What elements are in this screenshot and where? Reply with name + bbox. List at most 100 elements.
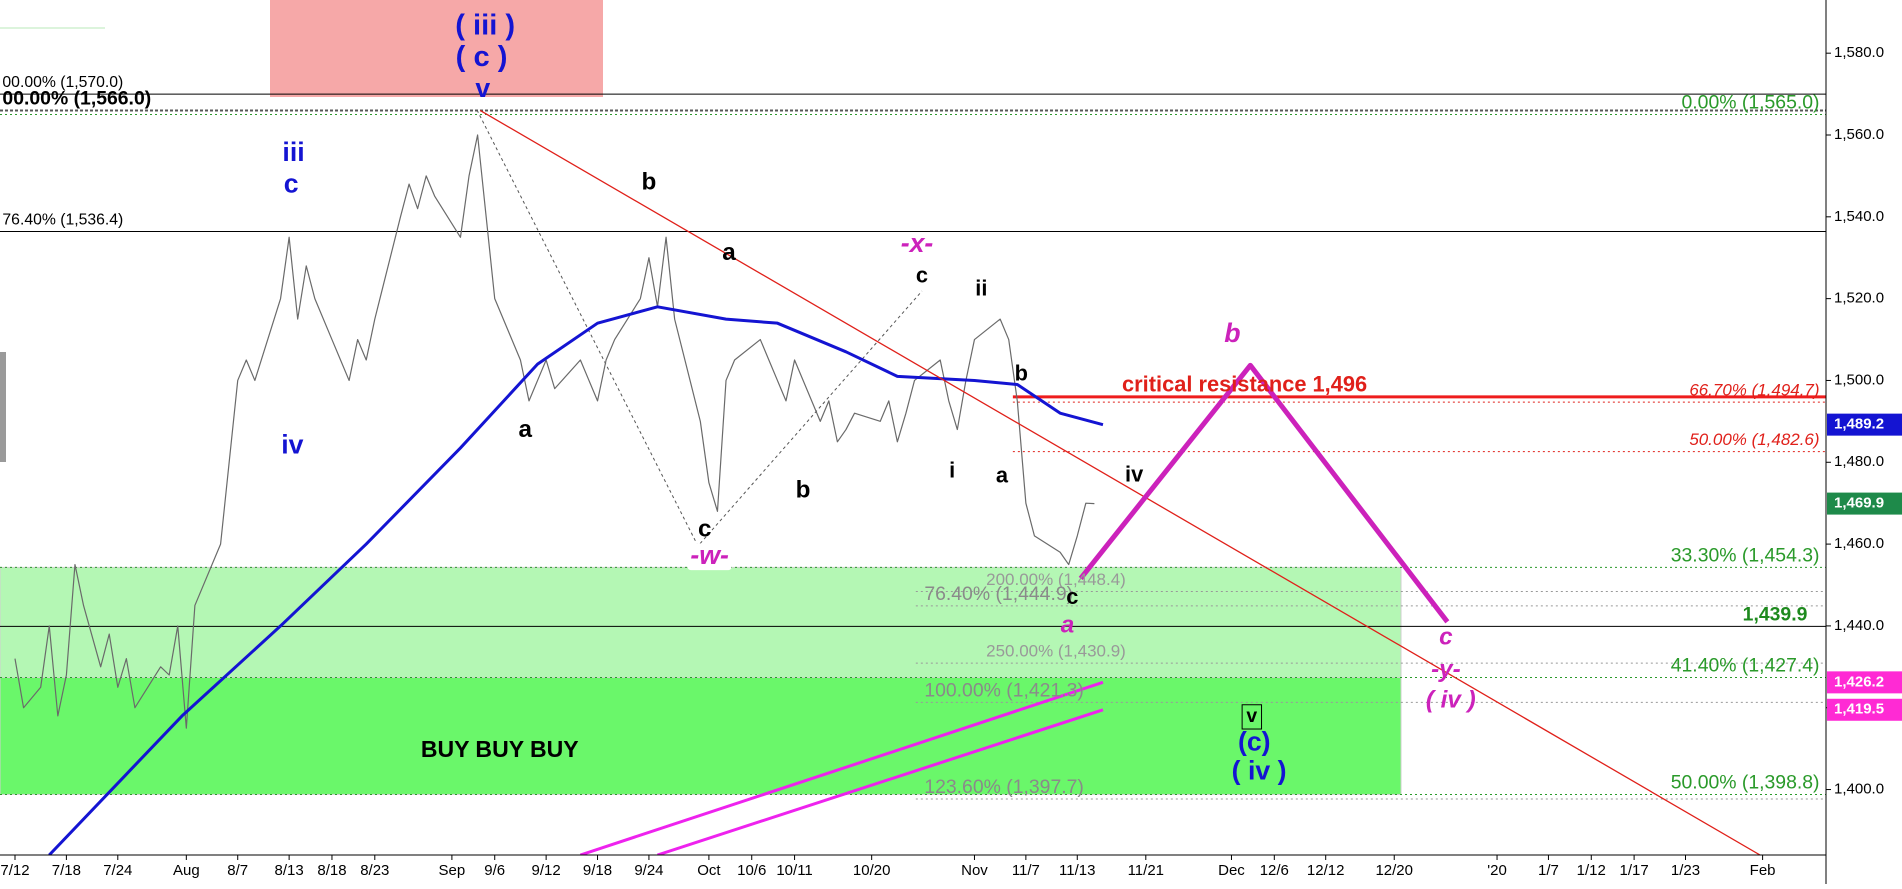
wave-label: v xyxy=(1246,705,1257,727)
x-tick-label: 11/7 xyxy=(1012,862,1040,879)
wave-label: ( iv ) xyxy=(1232,756,1287,786)
wave-label: ii xyxy=(975,276,987,301)
wave-label: b xyxy=(1224,318,1240,348)
level-label: 33.30% (1,454.3) xyxy=(1671,545,1820,567)
x-tick-label: 12/12 xyxy=(1307,862,1345,879)
wave-label: b xyxy=(642,169,657,196)
wave-label: -x- xyxy=(901,228,934,258)
price-tag xyxy=(1827,492,1902,515)
wave-label: c xyxy=(698,515,712,542)
buy-zone-dark xyxy=(0,676,1402,795)
x-tick-label: 12/6 xyxy=(1260,862,1289,879)
x-tick-label: 1/7 xyxy=(1538,862,1559,879)
level-label: 0.00% (1,565.0) xyxy=(1682,92,1820,114)
buy-zone-light xyxy=(0,566,1402,678)
x-tick-label: 9/18 xyxy=(583,862,612,879)
price-tag-label: 1,419.5 xyxy=(1834,701,1884,718)
x-tick-label: 1/12 xyxy=(1577,862,1606,879)
x-tick-label: Oct xyxy=(697,862,721,879)
wave-label: iii xyxy=(282,137,304,167)
x-tick-label: 8/18 xyxy=(317,862,346,879)
x-tick-label: 11/21 xyxy=(1128,862,1164,879)
series-line xyxy=(579,680,1104,855)
y-tick-label: 1,500.0 xyxy=(1834,371,1884,388)
wave-label: a xyxy=(518,416,532,443)
wave-label: c xyxy=(1439,623,1453,650)
x-tick-label: 12/20 xyxy=(1375,862,1413,879)
x-tick-label: 8/7 xyxy=(227,862,248,879)
x-tick-label: 1/17 xyxy=(1620,862,1649,879)
x-tick-label: 10/20 xyxy=(853,862,891,879)
x-tick-label: 8/23 xyxy=(360,862,389,879)
label-box xyxy=(1241,704,1263,730)
y-tick-label: 1,520.0 xyxy=(1834,290,1884,307)
x-tick-label: Sep xyxy=(439,862,466,879)
level-label: 66.70% (1,494.7) xyxy=(1689,381,1819,400)
axes: 1,400.01,420.01,440.01,460.01,480.01,500… xyxy=(0,44,1902,879)
level-label: 50.00% (1,482.6) xyxy=(1689,430,1819,449)
price-tag xyxy=(1827,413,1902,436)
level-label: 1,439.9 xyxy=(1743,603,1808,625)
level-label: 100.00% (1,421.3) xyxy=(924,680,1084,702)
wave-label: iv xyxy=(1125,461,1144,486)
highlight-box xyxy=(270,0,603,97)
level-label: critical resistance 1,496 xyxy=(1122,372,1367,397)
x-tick-label: 9/24 xyxy=(634,862,663,879)
wave-label: -y- xyxy=(1431,656,1461,683)
y-tick-label: 1,440.0 xyxy=(1834,617,1884,634)
wave-label: c xyxy=(284,169,299,199)
x-tick-label: 11/13 xyxy=(1059,862,1095,879)
price-tag-label: 1,489.2 xyxy=(1834,416,1884,433)
wave-label: i xyxy=(949,458,955,483)
y-tick-label: 1,460.0 xyxy=(1834,535,1884,552)
y-tick-label: 1,540.0 xyxy=(1834,208,1884,225)
axis-background xyxy=(1826,0,1902,884)
level-label: 00.00% (1,570.0) xyxy=(2,74,123,91)
y-tick-label: 1,400.0 xyxy=(1834,781,1884,798)
x-tick-label: Aug xyxy=(173,862,200,879)
price-tag-label: 1,469.9 xyxy=(1834,495,1884,512)
x-tick-label: 1/23 xyxy=(1671,862,1700,879)
price-tag-label: 1,426.2 xyxy=(1834,673,1884,690)
side-tab xyxy=(0,352,6,462)
y-tick-label: 1,560.0 xyxy=(1834,126,1884,143)
wave-label: c xyxy=(1066,584,1078,609)
level-label: 50.00% (1,398.8) xyxy=(1671,772,1820,794)
level-label: 76.40% (1,536.4) xyxy=(2,212,123,229)
series-line xyxy=(14,134,1095,729)
series-line xyxy=(48,305,1104,855)
x-tick-label: Nov xyxy=(961,862,988,879)
y-tick-label: 1,580.0 xyxy=(1834,44,1884,61)
y-tick-label: 1,480.0 xyxy=(1834,453,1884,470)
wave-label: v xyxy=(475,73,490,103)
level-label: 76.40% (1,444.9) xyxy=(924,583,1073,605)
plot-area xyxy=(0,93,1826,855)
wave-label: (c) xyxy=(1238,727,1271,757)
x-tick-label: 7/12 xyxy=(0,862,29,879)
series-line xyxy=(479,109,1761,855)
labels: 00.00% (1,570.0)00.00% (1,566.0) 76.40% (… xyxy=(2,9,1819,798)
wave-label: c xyxy=(916,262,928,287)
level-label: 41.40% (1,427.4) xyxy=(1671,655,1820,677)
x-tick-label: 10/6 xyxy=(737,862,766,879)
zones xyxy=(0,566,1402,795)
wave-label: BUY BUY BUY xyxy=(421,736,579,762)
x-tick-label: Feb xyxy=(1750,862,1776,879)
level-label: 00.00% (1,566.0) xyxy=(2,88,151,110)
wave-label: -w- xyxy=(690,540,729,570)
x-tick-label: 9/12 xyxy=(532,862,561,879)
wave-label: a xyxy=(996,462,1009,487)
series-line xyxy=(1078,362,1450,624)
wave-label: iv xyxy=(281,429,303,459)
wave-label: a xyxy=(1061,611,1075,638)
level-label: 250.00% (1,430.9) xyxy=(986,642,1126,661)
x-tick-label: 7/18 xyxy=(52,862,81,879)
price-tag xyxy=(1827,671,1902,694)
series-line xyxy=(657,708,1104,855)
x-tick-label: 7/24 xyxy=(103,862,132,879)
wave-label: ( iv ) xyxy=(1426,687,1476,714)
wave-label: ( c ) xyxy=(456,41,508,73)
x-tick-label: 9/6 xyxy=(484,862,505,879)
label-background xyxy=(687,543,732,571)
